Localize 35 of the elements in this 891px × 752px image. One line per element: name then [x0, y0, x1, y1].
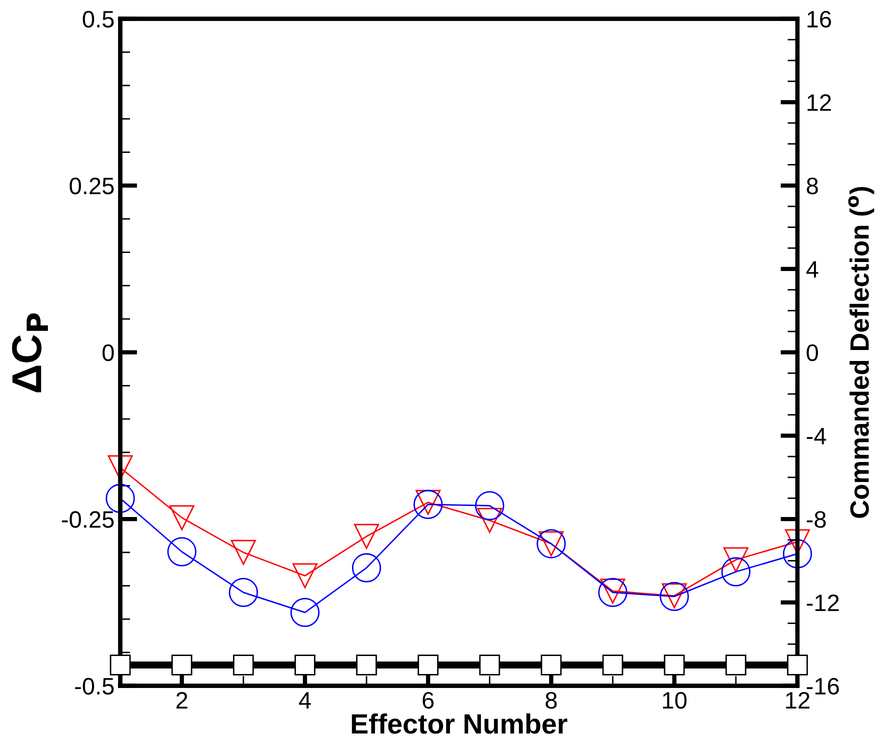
- point: [292, 563, 318, 588]
- x-tick-label: 2: [176, 692, 188, 708]
- y-tick-label: 0: [102, 344, 114, 362]
- point: [475, 491, 504, 520]
- point: [721, 557, 750, 586]
- y-tick-label: -0.5: [75, 678, 114, 695]
- y-tick-label: -0.25: [62, 511, 114, 528]
- x-tick-label: 6: [422, 692, 434, 709]
- point: [230, 540, 256, 565]
- x-tick-label: 8: [546, 692, 557, 709]
- point: [352, 553, 382, 582]
- y2-tick-label: 12: [808, 94, 831, 111]
- point: [477, 508, 502, 533]
- x-tick-label: 4: [298, 692, 311, 708]
- y2-tick-label: 16: [808, 10, 832, 28]
- y2-tick-label: 8: [806, 178, 818, 194]
- y2-tick-label: 0: [806, 344, 818, 362]
- y-tick-label: 0.5: [82, 10, 114, 28]
- y2-tick-label: -4: [806, 428, 826, 444]
- y2-tick-label: -12: [806, 594, 839, 611]
- y2-axis-title: Commanded Deflection ($^{o}$): [848, 186, 874, 518]
- point: [290, 598, 320, 628]
- point: [414, 490, 443, 519]
- point: [782, 539, 812, 568]
- x-axis-title: Effector Number: [352, 713, 568, 734]
- point: [354, 524, 380, 549]
- x-tick-label: 10: [662, 692, 687, 709]
- point: [106, 484, 135, 513]
- point: [228, 578, 258, 608]
- y-tick-label: 0.25: [70, 178, 114, 194]
- point: [167, 537, 196, 566]
- point: [169, 505, 194, 530]
- y2-tick-label: -8: [806, 511, 826, 528]
- y2-tick-label: 4: [806, 261, 818, 278]
- y-axis-title: ΔC$_{P}$: [12, 313, 48, 392]
